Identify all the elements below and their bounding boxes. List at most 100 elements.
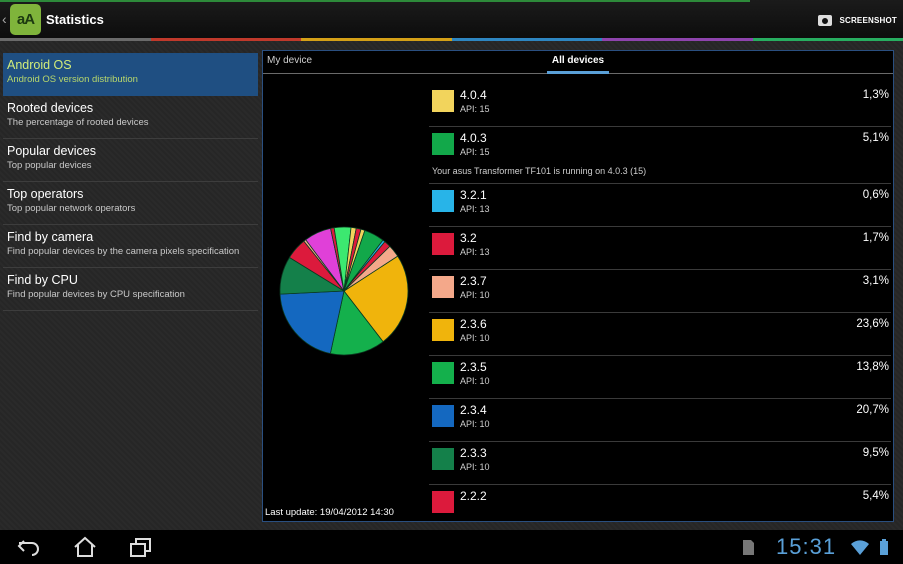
version-label: 2.3.7 [460,274,487,288]
system-bar: 15:31 [0,530,903,564]
back-icon[interactable] [16,536,42,558]
version-row[interactable]: 4.0.4 API: 15 1,3% [429,84,891,127]
version-label: 3.2 [460,231,477,245]
color-swatch [432,405,454,427]
sidebar-item-title: Rooted devices [7,101,94,115]
pie-slice [343,255,409,343]
app-title: Statistics [46,12,104,27]
color-strip-segment [752,38,903,41]
sidebar-item-subtitle: The percentage of rooted devices [7,117,149,128]
sidebar-item-subtitle: Top popular network operators [7,203,136,214]
color-swatch [432,133,454,155]
sidebar-item-title: Android OS [7,58,72,72]
color-strip-segment [150,38,301,41]
pie-slice [279,290,345,355]
sidebar: Android OS Android OS version distributio… [3,53,258,311]
main-area: Android OS Android OS version distributio… [0,41,903,530]
api-label: API: 10 [460,333,490,343]
sidebar-item-title: Find by camera [7,230,94,244]
color-strip-segment [451,38,602,41]
tab-all-devices[interactable]: All devices [547,55,609,74]
sidebar-item[interactable]: Rooted devices The percentage of rooted d… [3,96,258,139]
progress-line [0,0,750,2]
percent-value: 23,6% [856,318,889,330]
action-bar: ‹ aA Statistics SCREENSHOT [0,0,903,41]
color-swatch [432,233,454,255]
version-row[interactable]: 2.3.5 API: 10 13,8% [429,356,891,399]
api-label: API: 10 [460,419,490,429]
sidebar-item-subtitle: Top popular devices [7,160,92,171]
tab-indicator [547,71,609,74]
sidebar-item[interactable]: Find by camera Find popular devices by th… [3,225,258,268]
wifi-icon [851,540,869,555]
screenshot-button[interactable]: SCREENSHOT [818,10,897,30]
color-swatch [432,190,454,212]
percent-value: 9,5% [862,447,889,459]
home-icon[interactable] [72,536,98,558]
sidebar-item-subtitle: Find popular devices by the camera pixel… [7,246,240,257]
version-label: 4.0.4 [460,88,487,102]
battery-icon [880,539,888,555]
sidebar-item-subtitle: Android OS version distribution [7,74,138,85]
color-swatch [432,448,454,470]
version-row[interactable]: 2.3.4 API: 10 20,7% [429,399,891,442]
back-caret-icon[interactable]: ‹ [2,11,7,27]
sidebar-item[interactable]: Top operators Top popular network operato… [3,182,258,225]
color-swatch [432,362,454,384]
tab-bar: My device All devices [263,51,893,74]
version-row[interactable]: 4.0.3 API: 15 5,1% Your asus Transformer TF… [429,127,891,184]
percent-value: 3,1% [862,275,889,287]
version-label: 2.3.4 [460,403,487,417]
version-row[interactable]: 3.2 API: 13 1,7% [429,227,891,270]
version-row[interactable]: 2.3.6 API: 10 23,6% [429,313,891,356]
device-note: Your asus Transformer TF101 is running o… [432,166,647,176]
tab-my-device[interactable]: My device [267,55,313,66]
version-list[interactable]: 4.0.4 API: 15 1,3% 4.0.3 API: 15 5,1% Your asu… [429,84,891,521]
sidebar-item-title: Find by CPU [7,273,78,287]
percent-value: 1,7% [862,232,889,244]
api-label: API: 15 [460,104,490,114]
sidebar-item[interactable]: Find by CPU Find popular devices by CPU s… [3,268,258,311]
api-label: API: 10 [460,290,490,300]
percent-value: 0,6% [862,189,889,201]
pie-slice [329,290,384,356]
version-label: 2.3.5 [460,360,487,374]
percent-value: 5,4% [862,490,889,502]
percent-value: 13,8% [856,361,889,373]
version-row[interactable]: 2.2.2 5,4% [429,485,891,521]
version-row[interactable]: 2.3.7 API: 10 3,1% [429,270,891,313]
version-label: 4.0.3 [460,131,487,145]
version-label: 3.2.1 [460,188,487,202]
version-label: 2.2.2 [460,489,487,503]
sidebar-item-title: Top operators [7,187,84,201]
color-swatch [432,491,454,513]
color-swatch [432,276,454,298]
recent-apps-icon[interactable] [128,536,154,558]
api-label: API: 15 [460,147,490,157]
version-row[interactable]: 2.3.3 API: 10 9,5% [429,442,891,485]
pie-slice [343,245,399,292]
percent-value: 1,3% [862,89,889,101]
sidebar-item[interactable]: Popular devices Top popular devices [3,139,258,182]
version-row[interactable]: 3.2.1 API: 13 0,6% [429,184,891,227]
version-label: 2.3.3 [460,446,487,460]
color-swatch [432,90,454,112]
version-pie-chart [279,226,409,356]
sidebar-item[interactable]: Android OS Android OS version distributio… [3,53,258,96]
stats-panel: My device All devices Last update: 19/04… [262,50,894,522]
sidebar-item-title: Popular devices [7,144,96,158]
color-strip-segment [602,38,753,41]
sd-card-icon [743,540,754,555]
last-update: Last update: 19/04/2012 14:30 [265,507,394,518]
percent-value: 5,1% [862,132,889,144]
screenshot-label: SCREENSHOT [839,15,897,25]
app-logo[interactable]: aA [10,4,41,35]
app-logo-text: aA [16,11,35,28]
api-label: API: 13 [460,204,490,214]
api-label: API: 10 [460,462,490,472]
camera-icon [818,14,833,26]
sidebar-item-subtitle: Find popular devices by CPU specificatio… [7,289,185,300]
color-swatch [432,319,454,341]
color-strip-segment [301,38,452,41]
color-strip-segment [0,38,151,41]
